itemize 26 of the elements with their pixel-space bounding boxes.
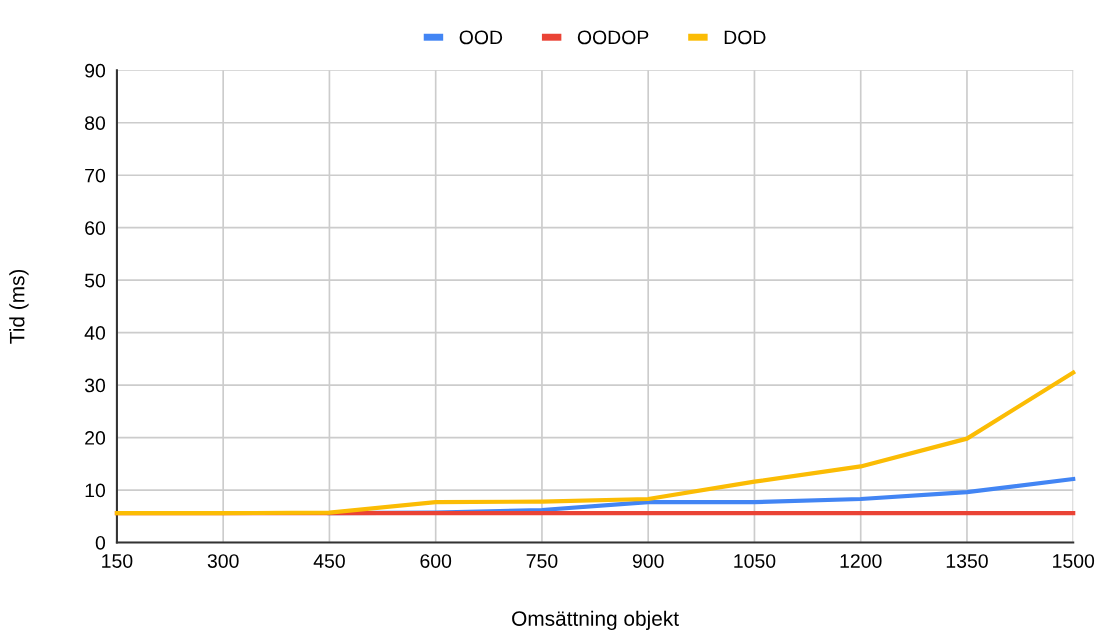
y-tick-label: 80: [85, 116, 106, 130]
legend-label: OOD: [459, 30, 503, 45]
y-tick-label: 60: [85, 221, 106, 235]
x-tick-label: 450: [313, 554, 345, 568]
y-tick-label: 0: [95, 535, 106, 550]
y-tick-label: 50: [84, 273, 106, 288]
x-tick-label: 900: [632, 554, 664, 568]
x-tick-label: 300: [207, 554, 239, 568]
x-tick-label: 1350: [946, 554, 988, 568]
legend-label: OODOP: [577, 30, 649, 45]
y-tick-label: 90: [85, 63, 106, 78]
y-axis-title: Tid (ms): [9, 269, 29, 344]
x-tick-label: 1500: [1053, 554, 1095, 568]
y-tick-label: 40: [84, 326, 106, 340]
line-series: [114, 370, 1076, 516]
legend-label: DOD: [724, 30, 766, 45]
y-tick-label: 30: [84, 378, 106, 393]
x-tick-label: 600: [420, 554, 452, 568]
x-axis-title: Omsättning objekt: [512, 610, 679, 631]
y-tick-label: 70: [85, 168, 106, 183]
x-tick-label: 1200: [840, 554, 882, 568]
y-tick-label: 20: [85, 431, 106, 445]
x-tick-label: 1050: [734, 554, 776, 568]
x-tick-label: 150: [102, 554, 133, 568]
x-tick-label: 750: [526, 554, 558, 568]
y-tick-label: 10: [85, 483, 106, 498]
